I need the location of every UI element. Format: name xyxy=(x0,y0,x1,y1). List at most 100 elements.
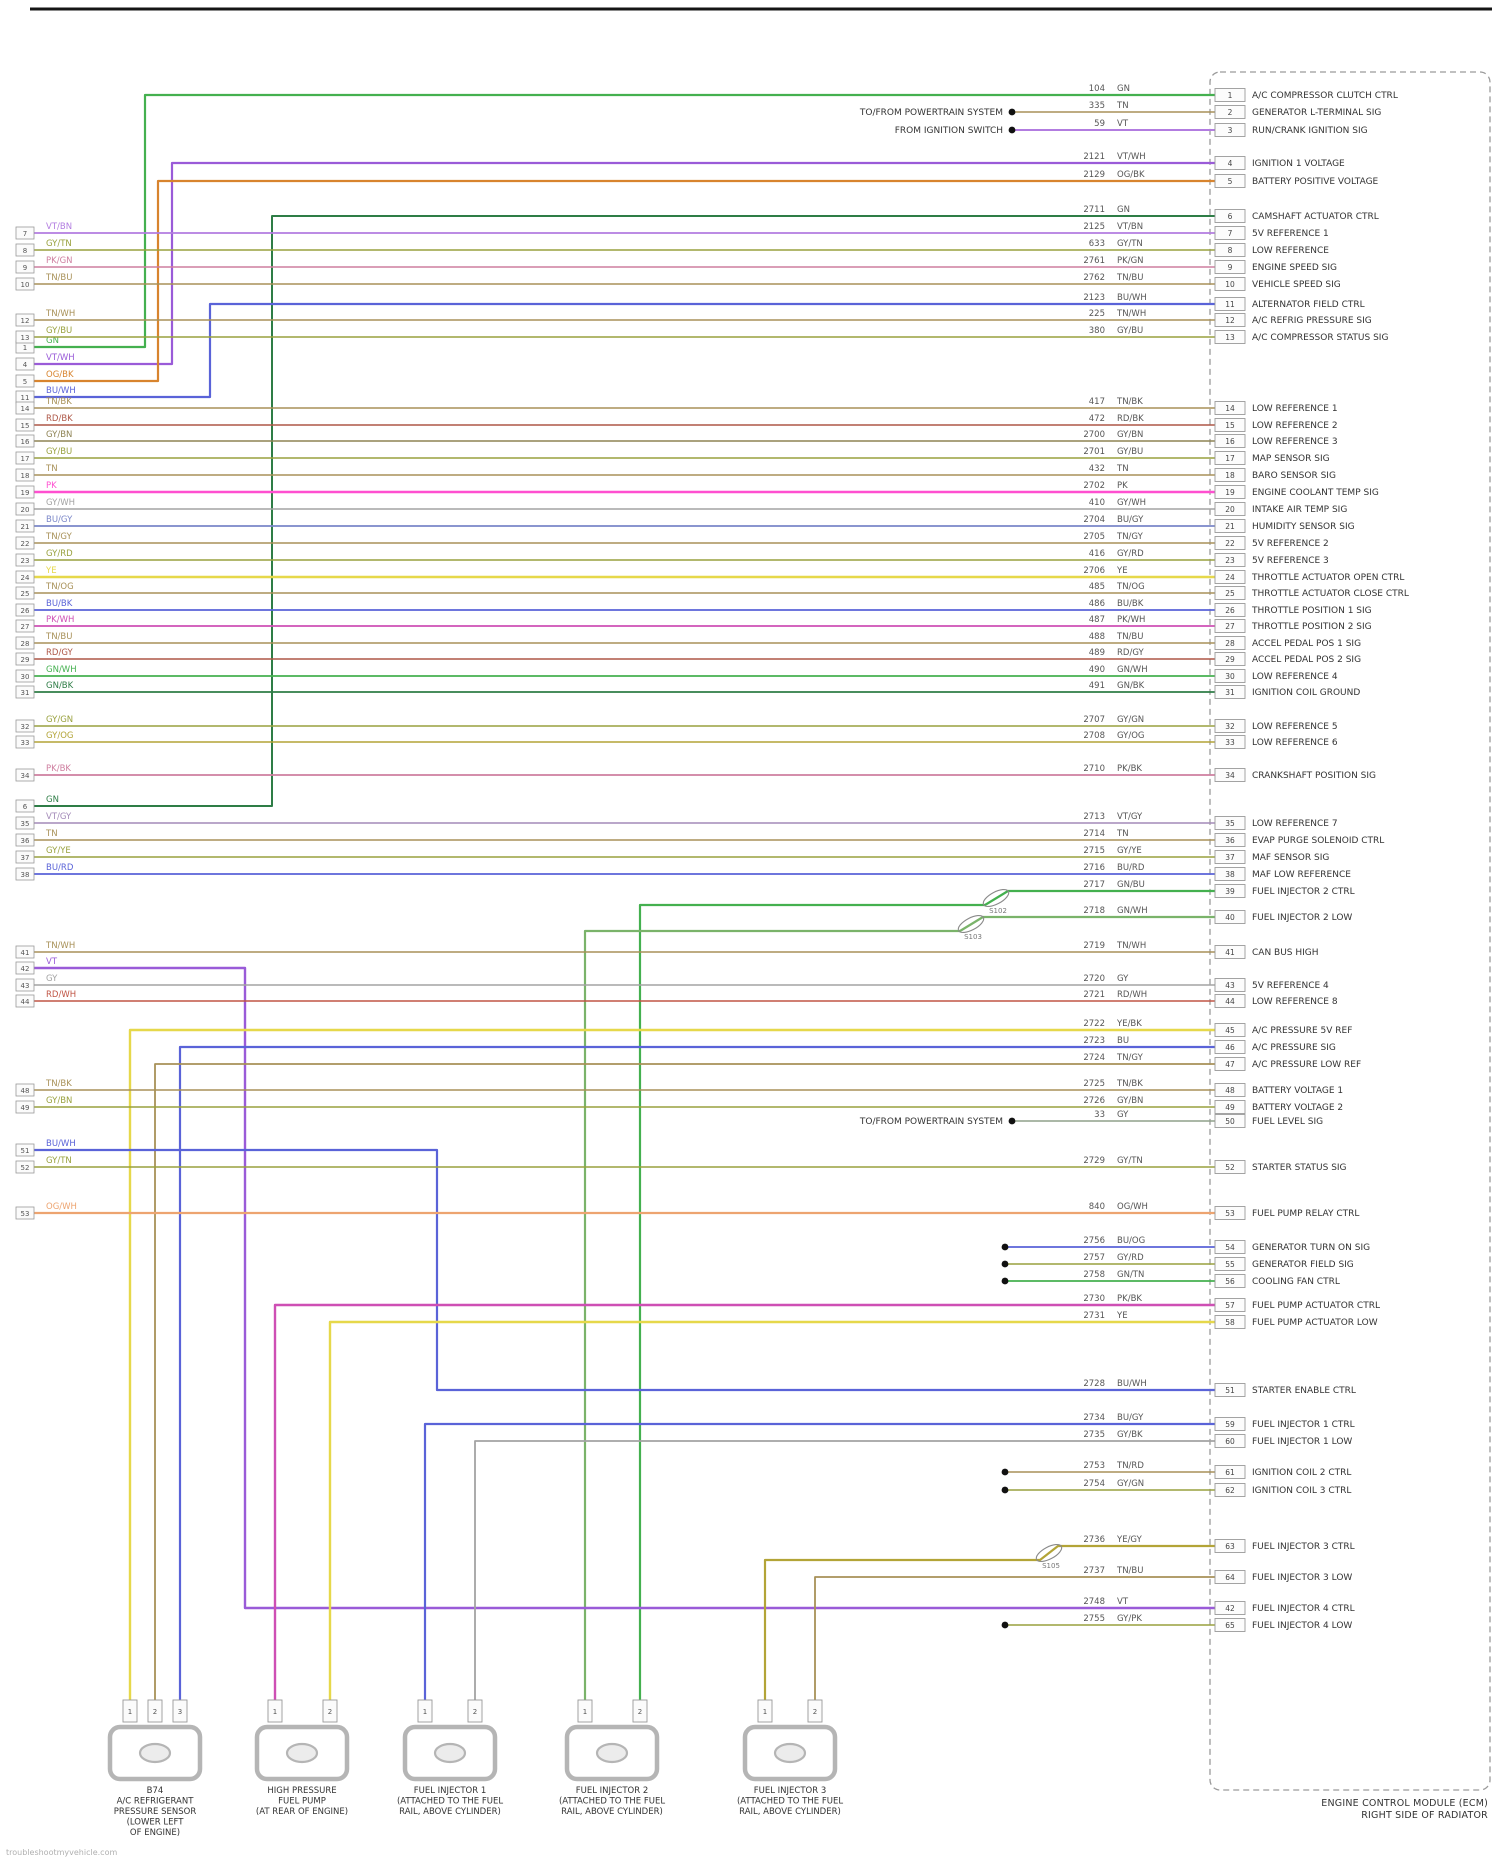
left-pin-box xyxy=(15,418,35,432)
left-pin-box xyxy=(15,536,35,550)
left-wire-code: GN xyxy=(46,795,59,805)
ecm-signal-label: ACCEL PEDAL POS 1 SIG xyxy=(1252,639,1361,649)
left-pin-box xyxy=(15,685,35,699)
ecm-pin-number: 30 xyxy=(1225,672,1235,681)
left-wire-code: BU/WH xyxy=(46,386,76,396)
left-pin-number: 17 xyxy=(21,455,30,463)
wire-color-code: GY xyxy=(1117,974,1129,984)
left-pin-box xyxy=(15,1160,35,1174)
ecm-pin-box xyxy=(1214,884,1246,898)
ecm-pin-box xyxy=(1214,570,1246,584)
left-pin-number: 41 xyxy=(21,949,30,957)
ecm-pin-number: 55 xyxy=(1225,1260,1235,1269)
ecm-signal-label: FUEL INJECTOR 3 LOW xyxy=(1252,1573,1352,1583)
wire-2737 xyxy=(814,1576,1215,1700)
ecm-pin-number: 40 xyxy=(1225,913,1235,922)
ecm-signal-label: ENGINE SPEED SIG xyxy=(1252,263,1337,273)
left-wire-code: RD/BK xyxy=(46,414,73,424)
ecm-signal-label: GENERATOR L-TERMINAL SIG xyxy=(1252,108,1381,118)
ecm-signal-label: 5V REFERENCE 4 xyxy=(1252,981,1329,991)
component-label-high-pressure-fuel-pump: HIGH PRESSURE xyxy=(267,1786,336,1796)
circuit-number: 2762 xyxy=(1083,273,1105,283)
ecm-pin-box xyxy=(1214,1114,1246,1128)
component-pin-box xyxy=(147,1699,163,1723)
wire-color-code: GY/RD xyxy=(1117,1253,1144,1263)
left-pin-box xyxy=(15,451,35,465)
ecm-pin-box xyxy=(1214,418,1246,432)
wire-color-code: GY/TN xyxy=(1117,239,1143,249)
component-label-fuel-injector-3: (ATTACHED TO THE FUEL xyxy=(737,1797,843,1807)
ecm-pin-number: 5 xyxy=(1228,177,1233,186)
splice-S105 xyxy=(1035,1544,1063,1562)
wire-2718 xyxy=(583,915,1215,1700)
ecm-pin-number: 45 xyxy=(1225,1026,1235,1035)
left-pin-number: 38 xyxy=(21,871,30,879)
component-pin-number: 2 xyxy=(638,1708,642,1716)
ecm-signal-label: FUEL INJECTOR 4 LOW xyxy=(1252,1621,1352,1631)
wire-color-code: GY/GN xyxy=(1117,715,1144,725)
ecm-pin-box xyxy=(1214,553,1246,567)
ecm-signal-label: FUEL PUMP RELAY CTRL xyxy=(1252,1209,1359,1219)
left-pin-box xyxy=(15,260,35,274)
left-pin-box xyxy=(15,867,35,881)
left-wire-code: GY/BU xyxy=(46,447,72,457)
ecm-pin-box xyxy=(1214,297,1246,311)
circuit-number: 2725 xyxy=(1083,1079,1105,1089)
left-wire-code: TN/WH xyxy=(45,941,75,951)
ecm-signal-label: CRANKSHAFT POSITION SIG xyxy=(1252,771,1376,781)
splice-dot xyxy=(1008,126,1016,134)
ecm-pin-number: 14 xyxy=(1225,404,1235,413)
left-pin-box xyxy=(15,945,35,959)
ecm-pin-number: 7 xyxy=(1228,229,1233,238)
ecm-signal-label: STARTER ENABLE CTRL xyxy=(1252,1386,1356,1396)
wire-color-code: BU/GY xyxy=(1117,515,1144,525)
left-wire-code: OG/WH xyxy=(46,1202,77,1212)
left-pin-number: 25 xyxy=(21,590,30,598)
left-pin-number: 42 xyxy=(21,965,30,973)
wire-color-code: TN/RD xyxy=(1116,1461,1144,1471)
wire-color-code: YE xyxy=(1116,1311,1128,1321)
ecm-signal-label: INTAKE AIR TEMP SIG xyxy=(1252,505,1347,515)
component-label-fuel-injector-3: RAIL, ABOVE CYLINDER) xyxy=(739,1807,841,1817)
left-pin-box xyxy=(15,243,35,257)
component-pin-box xyxy=(172,1699,188,1723)
ecm-pin-number: 57 xyxy=(1225,1301,1235,1310)
wire-2728 xyxy=(34,1148,1215,1392)
ecm-pin-number: 61 xyxy=(1225,1468,1235,1477)
ecm-pin-box xyxy=(1214,468,1246,482)
left-pin-box xyxy=(15,1143,35,1157)
circuit-number: 2722 xyxy=(1083,1019,1105,1029)
ecm-pin-box xyxy=(1214,105,1246,119)
ecm-signal-label: HUMIDITY SENSOR SIG xyxy=(1252,522,1355,532)
wire-color-code: TN/BU xyxy=(1116,632,1143,642)
left-pin-number: 18 xyxy=(21,472,30,480)
wire-2735 xyxy=(474,1440,1215,1700)
wire-color-code: PK/BK xyxy=(1117,764,1142,774)
ecm-pin-number: 65 xyxy=(1225,1621,1235,1630)
circuit-number: 2717 xyxy=(1083,880,1105,890)
left-pin-number: 10 xyxy=(21,281,30,289)
circuit-number: 2754 xyxy=(1083,1479,1105,1489)
ecm-pin-box xyxy=(1214,174,1246,188)
ecm-pin-number: 21 xyxy=(1225,522,1235,531)
wire-color-code: GY/BU xyxy=(1117,326,1143,336)
ecm-pin-box xyxy=(1214,1383,1246,1397)
ecm-pin-number: 17 xyxy=(1225,454,1235,463)
ecm-pin-number: 15 xyxy=(1225,421,1235,430)
left-pin-box xyxy=(15,586,35,600)
left-wire-code: PK/GN xyxy=(46,256,73,266)
left-pin-number: 28 xyxy=(21,640,30,648)
wire-color-code: TN/WH xyxy=(1116,941,1146,951)
ecm-signal-label: A/C COMPRESSOR STATUS SIG xyxy=(1252,333,1388,343)
ecm-pin-box xyxy=(1214,768,1246,782)
left-pin-box xyxy=(15,374,35,388)
circuit-number: 410 xyxy=(1089,498,1105,508)
ecm-pin-box xyxy=(1214,945,1246,959)
ecm-pin-box xyxy=(1214,1483,1246,1497)
ecm-pin-number: 46 xyxy=(1225,1043,1235,1052)
ecm-pin-number: 39 xyxy=(1225,887,1235,896)
wire-color-code: TN/BU xyxy=(1116,1566,1143,1576)
splice-dot xyxy=(1001,1486,1009,1494)
